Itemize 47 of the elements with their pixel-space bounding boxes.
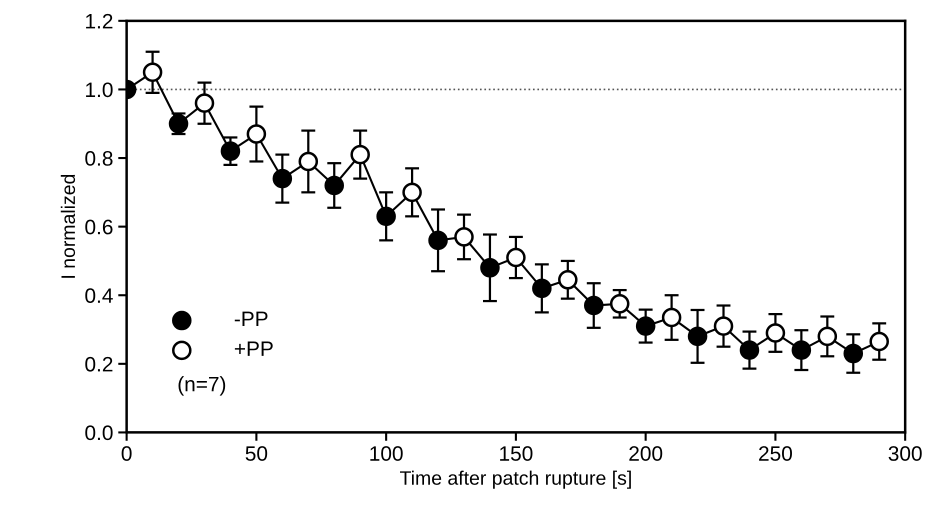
y-tick-label: 0.8 xyxy=(85,151,113,166)
point xyxy=(350,144,370,164)
point xyxy=(662,308,682,328)
point xyxy=(688,326,708,346)
x-tick-label: 300 xyxy=(888,446,922,461)
point xyxy=(610,294,630,314)
y-tick-label: 0.0 xyxy=(85,425,113,440)
point xyxy=(506,248,526,268)
point xyxy=(714,316,734,336)
y-axis-title: I normalized xyxy=(60,174,76,278)
point xyxy=(636,316,656,336)
x-tick-label: 150 xyxy=(500,446,532,461)
point xyxy=(142,62,162,82)
point xyxy=(272,168,292,188)
y-tick-label: 1.2 xyxy=(86,14,112,28)
point xyxy=(558,270,578,290)
y-tick-label: 0.4 xyxy=(85,288,113,303)
point xyxy=(298,152,318,172)
y-tick-label: 1.0 xyxy=(86,82,113,98)
point xyxy=(246,124,266,144)
point xyxy=(454,227,474,247)
annotation: (n=7) xyxy=(178,376,226,396)
point xyxy=(792,340,812,360)
point xyxy=(480,258,500,278)
legend-label: -PP xyxy=(234,312,268,326)
point xyxy=(818,326,838,346)
point xyxy=(584,296,604,316)
point xyxy=(220,141,240,161)
y-tick-label: 0.6 xyxy=(85,220,113,234)
x-tick-label: 250 xyxy=(759,446,792,461)
point xyxy=(194,93,214,113)
y-tick-label: 0.2 xyxy=(85,356,112,372)
point xyxy=(402,182,422,202)
point xyxy=(376,206,396,226)
point xyxy=(869,332,889,352)
point xyxy=(740,340,760,360)
legend-label: +PP xyxy=(234,342,273,356)
point xyxy=(428,230,448,250)
point xyxy=(324,176,344,196)
point xyxy=(532,278,552,298)
x-axis-title: Time after patch rupture [s] xyxy=(400,470,631,489)
x-tick-label: 200 xyxy=(629,446,662,461)
point xyxy=(766,323,786,343)
x-tick-label: 0 xyxy=(122,446,132,461)
x-tick-label: 100 xyxy=(370,446,403,461)
x-tick-label: 50 xyxy=(246,446,268,461)
point xyxy=(844,344,864,364)
